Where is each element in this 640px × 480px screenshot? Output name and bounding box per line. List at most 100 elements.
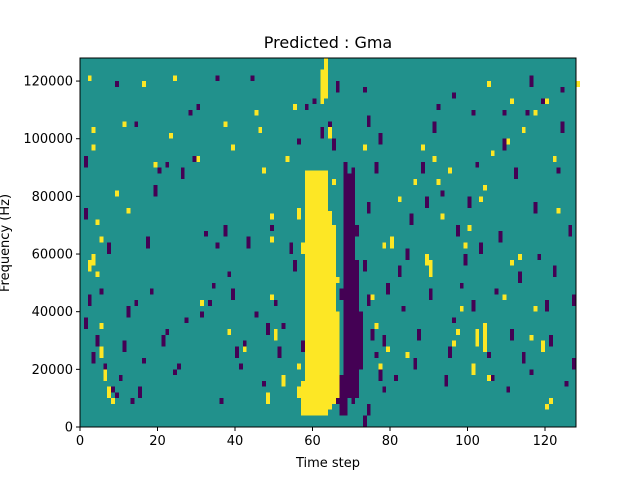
heatmap-cell-high [521,127,526,133]
heatmap-cell-low [541,98,545,105]
heatmap-cell-low [506,386,511,393]
heatmap-cell-low [413,357,418,370]
heatmap-cell-low [312,98,317,105]
heatmap-cell-low [87,294,92,306]
x-tick-label: 80 [382,434,399,449]
heatmap-cell-low [362,86,367,93]
heatmap-cell-low [215,242,220,249]
heatmap-cell-high [483,323,487,353]
heatmap-cell-low [180,167,185,180]
heatmap-cell-low [184,317,189,324]
heatmap-cell-high [490,150,495,157]
heatmap-cell-low [126,305,131,318]
heatmap-cell-low [374,352,379,358]
heatmap-cell-high [169,132,173,139]
heatmap-cell-low [378,132,383,145]
heatmap-cell-low [525,109,530,116]
heatmap-cell-low [560,86,565,93]
x-axis: 0 20 40 60 80 100 120 [76,427,558,449]
heatmap-cell-low [223,225,228,237]
heatmap-cell-high [397,196,402,203]
heatmap-cell-high [517,254,522,260]
heatmap-cell-low [397,265,402,278]
heatmap-cell-high [107,386,111,399]
heatmap-cell-high [200,300,204,306]
heatmap-cell-low [351,167,356,404]
x-tick-label: 60 [304,434,321,449]
heatmap-cell-low [486,352,491,358]
heatmap-cell-low [401,305,406,312]
heatmap-cell-low [452,317,456,324]
heatmap-cell-low [517,271,522,283]
heatmap-cell-high [533,305,538,312]
heatmap-cell-high [297,386,301,399]
heatmap-cell-high [331,225,336,404]
heatmap-cell-low [235,346,239,358]
heatmap-cell-high [173,75,177,82]
heatmap-cell-low [424,196,429,208]
heatmap-cell-low [204,230,208,237]
heatmap-cell-low [304,104,309,110]
heatmap-cell-high [471,363,476,376]
heatmap-cell-high [293,104,297,110]
heatmap-cell-high [455,328,460,335]
heatmap-cell-high [312,170,317,416]
heatmap-cell-high [436,179,441,185]
heatmap-cell-high [328,210,332,410]
heatmap-cell-high [242,346,247,353]
heatmap-cell-low [537,254,542,260]
heatmap-cell-high [452,340,456,347]
heatmap-cell-low [386,282,390,295]
heatmap-cell-low [432,121,437,133]
heatmap-cell-low [83,156,88,168]
heatmap-cell-low [366,202,371,214]
x-tick-label: 120 [533,434,558,449]
heatmap-cell-low [564,380,569,387]
heatmap-cell-high [502,294,507,301]
heatmap-cell-low [196,104,201,110]
heatmap-cell-high [273,328,278,341]
heatmap-cell-low [254,311,259,318]
heatmap-cell-high [510,259,514,266]
heatmap-cell-low [552,265,557,278]
heatmap-cell-low [494,288,499,295]
heatmap-cell-low [339,375,344,416]
plot-frame [79,57,577,428]
heatmap-cell-low [134,300,139,306]
heatmap-cell-high [111,398,115,404]
heatmap-cell-high [114,190,119,197]
x-tick-label: 40 [227,434,244,449]
heatmap-cell-low [114,392,119,399]
heatmap-cell-low [176,363,181,370]
heatmap-cell-low [118,375,123,381]
heatmap-cell-low [510,328,514,341]
y-axis-title: Frequency (Hz) [0,194,13,292]
heatmap-cell-low [192,156,197,162]
heatmap-cell-high [448,167,452,174]
heatmap-cell-low [347,236,352,249]
heatmap-cell-low [421,161,425,174]
heatmap-cell-high [335,311,340,399]
heatmap-cell-low [130,398,135,404]
heatmap-cell-high [548,398,553,404]
heatmap-cell-high [413,179,418,185]
y-tick-label: 100000 [23,132,73,147]
x-axis-title: Time step [295,456,360,471]
heatmap-cell-high [382,242,387,249]
heatmap-cell-low [157,167,162,174]
heatmap-cell-high [552,156,557,162]
heatmap-cell-low [382,386,387,393]
heatmap-cell-low [238,363,243,370]
heatmap-cell-high [308,170,313,416]
heatmap-cell-low [347,173,352,399]
heatmap-cell-low [502,138,507,151]
heatmap-cell-high [533,109,538,116]
heatmap-cell-high [545,98,549,105]
heatmap-cell-high [297,363,301,370]
y-tick-label: 0 [65,421,73,436]
heatmap-cell-low [463,254,468,266]
heatmap-cell-low [215,75,220,82]
heatmap-cell-low [266,323,270,335]
heatmap-cell-low [300,340,305,353]
